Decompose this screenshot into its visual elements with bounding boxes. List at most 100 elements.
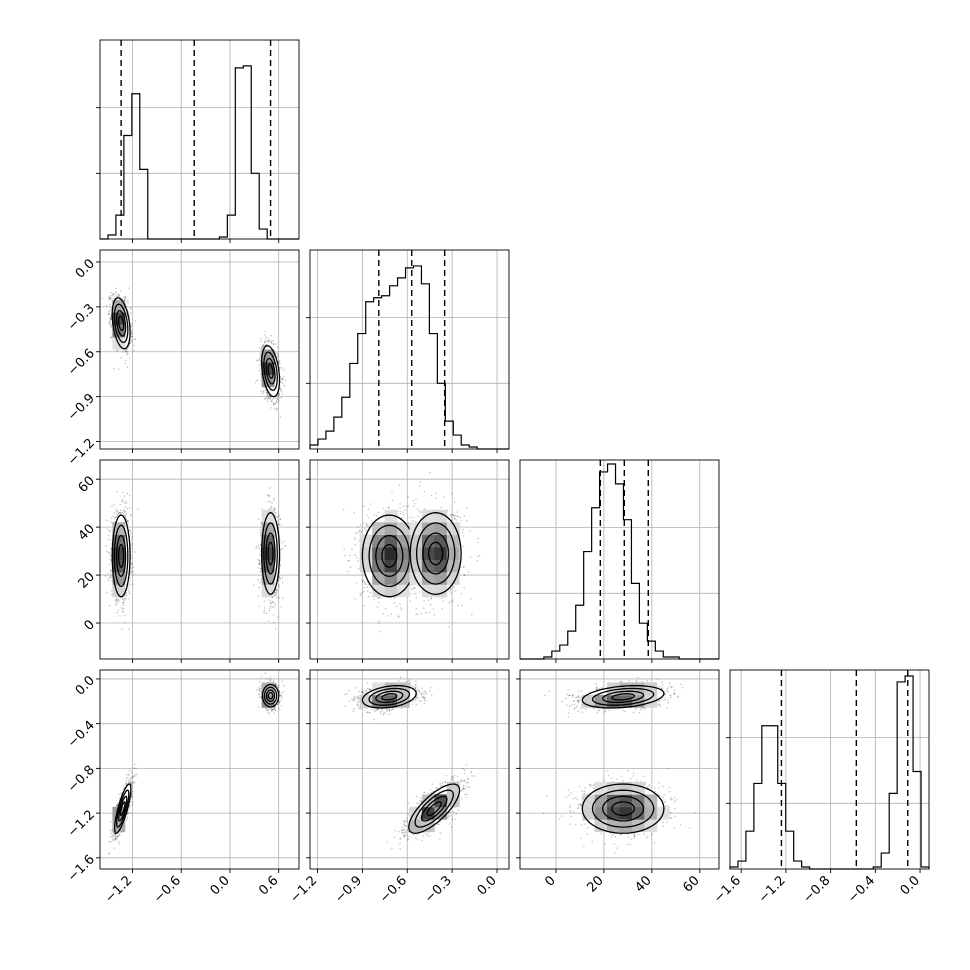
scatter-point [266, 393, 269, 395]
scatter-point [117, 293, 120, 296]
tick-label-y: −0.9 [65, 391, 98, 424]
scatter-point [276, 408, 279, 410]
scatter-point [122, 607, 125, 610]
scatter-point [259, 531, 262, 534]
scatter-point [125, 350, 127, 353]
scatter-point [124, 516, 127, 519]
scatter-point [122, 513, 125, 515]
scatter-point [131, 331, 133, 334]
scatter-point [274, 628, 277, 630]
scatter-point [258, 347, 261, 349]
scatter-point [116, 599, 118, 602]
scatter-point [272, 403, 275, 406]
contour-line [113, 303, 129, 344]
scatter-point [264, 397, 266, 400]
scatter-point [260, 337, 262, 340]
scatter-point [265, 336, 268, 339]
scatter-point [110, 576, 113, 579]
scatter-point [116, 510, 118, 513]
scatter-point [274, 507, 276, 510]
scatter-point [271, 502, 273, 504]
scatter-point [110, 297, 112, 300]
scatter-point [259, 543, 262, 546]
scatter-point [109, 297, 111, 300]
scatter-point [260, 340, 262, 343]
scatter-point [261, 347, 263, 349]
tick-label-x: −1.6 [711, 873, 744, 906]
scatter-point [260, 373, 262, 376]
scatter-point [262, 390, 264, 393]
scatter-point [254, 381, 257, 384]
scatter-point [278, 360, 280, 363]
scatter-point [264, 340, 267, 343]
density-core [111, 514, 131, 598]
scatter-point [127, 352, 129, 355]
scatter-point [272, 613, 275, 616]
scatter-point [128, 316, 131, 318]
scatter-point [122, 601, 124, 604]
scatter-point [127, 302, 129, 304]
scatter-point [257, 563, 260, 566]
scatter-point [281, 393, 284, 395]
scatter-point [275, 590, 278, 592]
scatter-point [259, 528, 262, 531]
scatter-point [111, 294, 114, 297]
scatter-point [107, 551, 110, 554]
scatter-point [258, 605, 261, 608]
scatter-point [118, 295, 120, 298]
tick-label-x: −0.8 [801, 873, 834, 906]
scatter-point [269, 599, 271, 602]
scatter-point [260, 570, 262, 572]
scatter-point [267, 494, 269, 497]
scatter-point [134, 551, 137, 553]
scatter-point [279, 564, 282, 566]
scatter-point [110, 570, 112, 573]
scatter-point [131, 562, 133, 564]
scatter-point [255, 379, 258, 382]
scatter-point [112, 292, 115, 295]
scatter-point [415, 592, 417, 595]
scatter-point [280, 548, 283, 551]
scatter-point [259, 359, 261, 361]
scatter-point [391, 499, 394, 502]
scatter-point [123, 509, 125, 512]
scatter-point [137, 508, 139, 511]
scatter-point [378, 601, 380, 604]
scatter-point [258, 562, 261, 565]
scatter-point [399, 512, 402, 515]
scatter-point [274, 397, 277, 400]
scatter-point [131, 332, 134, 335]
scatter-point [131, 547, 133, 549]
scatter-point [282, 597, 284, 599]
scatter-point [273, 497, 276, 500]
scatter-point [122, 610, 124, 613]
scatter-point [268, 508, 270, 510]
scatter-point [117, 350, 119, 352]
scatter-point [252, 584, 255, 586]
scatter-point [264, 398, 266, 400]
scatter-point [276, 395, 279, 398]
scatter-point [278, 399, 280, 402]
scatter-point [125, 502, 128, 504]
scatter-point [276, 516, 279, 518]
scatter-point [275, 400, 278, 402]
scatter-point [269, 487, 271, 489]
scatter-point [260, 567, 262, 570]
scatter-point [274, 343, 277, 345]
scatter-point [124, 515, 127, 518]
scatter-point [127, 521, 129, 523]
scatter-point [264, 333, 267, 336]
scatter-point [267, 397, 270, 400]
scatter-point [267, 394, 270, 397]
scatter-point [116, 514, 119, 516]
scatter-point [118, 512, 121, 514]
scatter-point [275, 408, 277, 410]
scatter-point [110, 317, 112, 320]
scatter-point [277, 584, 280, 586]
scatter-point [127, 598, 130, 600]
scatter-point [357, 531, 360, 534]
scatter-point [260, 568, 262, 570]
scatter-point [115, 349, 118, 352]
